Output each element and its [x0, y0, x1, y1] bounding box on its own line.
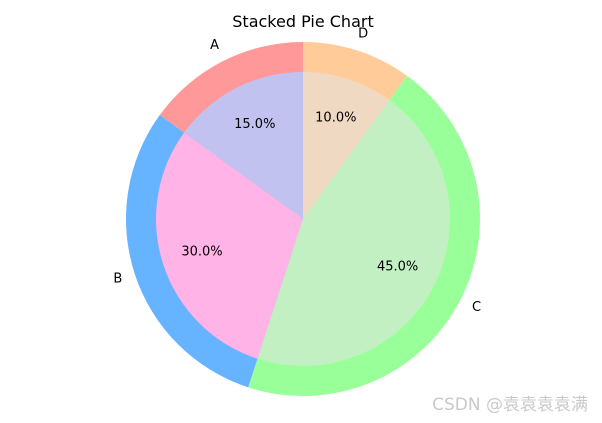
percent-label-b: 30.0% — [181, 244, 222, 259]
percent-labels: 15.0% 30.0% 45.0% 10.0% — [181, 110, 418, 274]
percent-label-d: 10.0% — [315, 110, 356, 125]
outer-label-c: C — [472, 300, 481, 315]
outer-label-a: A — [210, 38, 219, 53]
chart-title: Stacked Pie Chart — [232, 12, 373, 31]
outer-label-b: B — [113, 272, 122, 287]
inner-slice-a — [184, 72, 303, 219]
percent-label-a: 15.0% — [234, 117, 275, 132]
inner-pie — [156, 72, 450, 367]
outer-label-d: D — [358, 26, 368, 41]
outer-labels: A B C D — [113, 26, 481, 315]
inner-slice-d — [303, 72, 390, 219]
inner-slice-c — [257, 100, 450, 367]
watermark: CSDN @袁袁袁袁满 — [432, 395, 588, 415]
inner-slice-b — [156, 132, 303, 359]
percent-label-c: 45.0% — [377, 260, 418, 275]
